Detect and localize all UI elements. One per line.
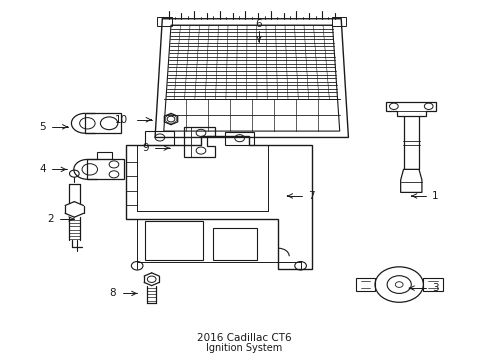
Text: 8: 8 [109,288,116,298]
Text: 2: 2 [47,214,53,224]
Text: 7: 7 [307,191,314,201]
Text: Ignition System: Ignition System [206,343,282,354]
Bar [213,228,256,260]
Text: 1: 1 [431,191,438,201]
Text: 10: 10 [114,115,127,125]
Text: 3: 3 [431,283,438,293]
Text: 9: 9 [142,143,148,153]
Text: 2016 Cadillac CT6: 2016 Cadillac CT6 [197,333,291,343]
Text: 6: 6 [255,19,262,29]
Text: 4: 4 [39,165,46,174]
Text: 5: 5 [39,122,46,132]
Bar [145,221,203,260]
